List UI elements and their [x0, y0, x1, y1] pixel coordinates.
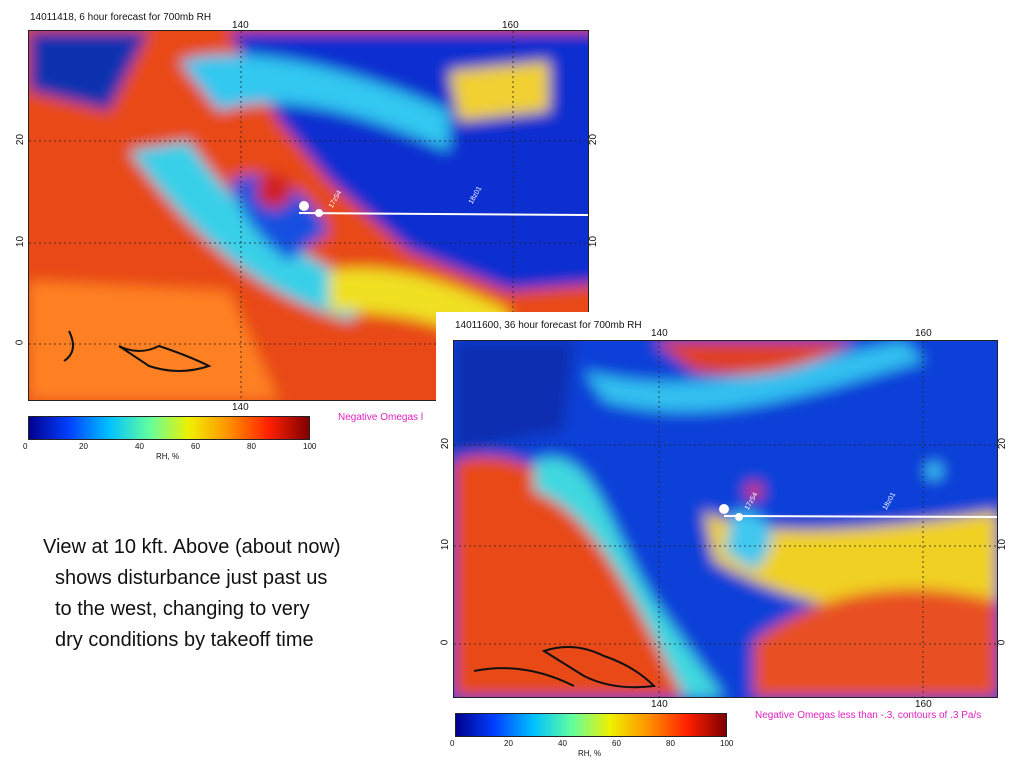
lat-label: 10	[588, 235, 600, 248]
colorbar-tick: 80	[247, 442, 256, 451]
lon-label: 160	[915, 328, 932, 339]
text-line: to the west, changing to very	[55, 598, 310, 620]
lat-label: 0	[439, 639, 451, 646]
colorbar-tick: 0	[450, 739, 455, 748]
colorbar-tick: 0	[23, 442, 28, 451]
colorbar-tick: 80	[666, 739, 675, 748]
rh-map	[28, 30, 589, 401]
note: Negative Omegas less than -.3, contours …	[755, 710, 982, 721]
lat-label: 20	[588, 133, 600, 146]
map-title: 14011600, 36 hour forecast for 700mb RH	[455, 320, 642, 331]
map-title: 14011418, 6 hour forecast for 700mb RH	[30, 12, 212, 23]
lat-label: 0	[996, 639, 1008, 646]
lon-label: 140	[232, 402, 249, 413]
text-line: dry conditions by takeoff time	[55, 629, 314, 651]
lon-label: 160	[915, 699, 932, 710]
colorbar-tick: 60	[612, 739, 621, 748]
lat-label: 10	[440, 538, 452, 551]
lat-label: 20	[997, 437, 1009, 450]
lat-label: 0	[14, 339, 26, 346]
colorbar-tick: 40	[135, 442, 144, 451]
colorbar-tick: 100	[720, 739, 734, 748]
lon-label: 140	[232, 20, 249, 31]
note: Negative Omegas l	[338, 412, 424, 423]
colorbar-tick: 60	[191, 442, 200, 451]
lat-label: 10	[15, 235, 27, 248]
colorbar	[455, 713, 727, 737]
colorbar-label: RH, %	[578, 749, 602, 758]
colorbar-tick: 20	[79, 442, 88, 451]
colorbar	[28, 416, 310, 440]
lat-label: 10	[997, 538, 1009, 551]
rh-map	[453, 340, 998, 698]
lon-label: 140	[651, 328, 668, 339]
text-line: shows disturbance just past us	[55, 567, 328, 589]
colorbar-tick: 20	[504, 739, 513, 748]
colorbar-label: RH, %	[156, 452, 180, 461]
text-line: View at 10 kft. Above (about now)	[43, 536, 341, 558]
colorbar-tick: 100	[303, 442, 317, 451]
lon-label: 160	[502, 20, 519, 31]
lat-label: 20	[15, 133, 27, 146]
colorbar-tick: 40	[558, 739, 567, 748]
map-image	[454, 341, 997, 697]
map-image	[29, 31, 588, 400]
lon-label: 140	[651, 699, 668, 710]
body-text: View at 10 kft. Above (about now) shows …	[43, 532, 341, 656]
lat-label: 20	[440, 437, 452, 450]
